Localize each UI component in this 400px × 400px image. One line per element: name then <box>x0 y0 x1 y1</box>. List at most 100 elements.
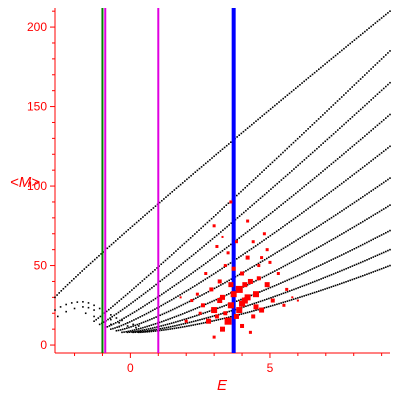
black-dot <box>313 177 316 179</box>
black-dot <box>376 155 379 157</box>
black-dot <box>307 293 310 296</box>
y-tick-label: 100 <box>27 179 47 193</box>
black-dot <box>169 287 171 290</box>
black-dot <box>288 197 291 200</box>
black-dot <box>353 39 356 41</box>
black-dot <box>374 95 377 97</box>
black-dot <box>259 300 262 303</box>
black-dot <box>173 327 176 330</box>
black-dot <box>282 265 285 268</box>
black-dot <box>303 234 306 237</box>
black-dot <box>73 277 75 280</box>
black-dot <box>230 278 233 280</box>
black-dot <box>330 273 333 276</box>
black-dot <box>303 210 305 213</box>
black-dot <box>378 184 381 187</box>
black-dot <box>261 276 264 279</box>
black-dot <box>137 308 140 311</box>
black-dot <box>144 304 146 307</box>
red-dot <box>248 330 252 334</box>
black-dot <box>324 221 327 223</box>
black-dot <box>288 92 291 95</box>
black-dot <box>204 262 207 265</box>
red-dot <box>220 294 225 300</box>
black-dot <box>292 89 295 91</box>
black-dot <box>225 204 228 207</box>
black-dot <box>112 323 115 325</box>
black-dot <box>345 230 347 233</box>
black-dot <box>387 52 389 54</box>
black-dot <box>253 280 255 283</box>
black-dot <box>275 284 278 286</box>
black-dot <box>255 279 257 282</box>
black-dot <box>322 65 324 67</box>
black-dot <box>99 315 102 318</box>
black-dot <box>340 254 343 256</box>
black-dot <box>152 270 154 273</box>
black-dot <box>154 330 157 332</box>
black-dot <box>179 326 182 329</box>
black-dot <box>309 75 312 77</box>
black-dot <box>328 260 330 262</box>
black-dot <box>351 227 354 229</box>
black-dot <box>324 288 326 290</box>
black-dot <box>303 131 305 134</box>
black-dot <box>282 226 284 228</box>
black-dot <box>261 171 263 173</box>
black-dot <box>168 300 171 302</box>
black-dot <box>330 190 333 193</box>
black-dot <box>220 284 222 286</box>
black-dot <box>297 164 299 167</box>
black-dot <box>288 278 291 281</box>
black-dot <box>389 177 391 179</box>
black-dot <box>366 193 368 195</box>
black-dot <box>150 330 153 333</box>
black-dot <box>244 186 246 189</box>
black-dot <box>280 179 283 181</box>
black-dot <box>133 311 136 313</box>
black-dot <box>294 192 297 195</box>
black-dot <box>236 238 238 241</box>
black-dot <box>137 219 140 222</box>
black-dot <box>328 240 331 243</box>
black-dot <box>345 267 347 270</box>
black-dot <box>364 165 366 167</box>
black-dot <box>353 248 356 250</box>
black-dot <box>374 157 377 159</box>
black-dot <box>147 274 150 277</box>
black-dot <box>259 242 261 244</box>
black-dot <box>305 78 308 81</box>
black-dot <box>387 178 389 181</box>
black-dot <box>164 259 167 262</box>
black-dot <box>282 202 285 205</box>
black-dot <box>334 257 337 259</box>
black-dot <box>309 153 312 156</box>
black-dot <box>179 319 181 322</box>
black-dot <box>305 130 307 132</box>
black-dot <box>54 309 56 311</box>
black-dot <box>378 18 381 21</box>
black-dot <box>201 318 203 321</box>
black-dot <box>133 287 135 290</box>
black-dot <box>257 199 260 201</box>
red-dot <box>268 260 272 264</box>
black-dot <box>322 288 324 291</box>
black-dot <box>309 180 312 183</box>
black-dot <box>154 323 157 325</box>
black-dot <box>70 279 73 282</box>
black-dot <box>215 298 218 301</box>
black-dot <box>303 159 306 161</box>
black-dot <box>172 321 175 324</box>
black-dot <box>209 239 212 242</box>
black-dot <box>332 273 335 275</box>
black-dot <box>357 110 360 113</box>
black-dot <box>135 328 138 331</box>
black-dot <box>207 160 209 163</box>
black-dot <box>380 17 383 19</box>
black-dot <box>206 221 209 224</box>
black-dot <box>349 204 352 207</box>
black-dot <box>148 210 151 213</box>
black-dot <box>351 174 354 177</box>
black-dot <box>351 86 354 88</box>
black-dot <box>364 104 366 107</box>
